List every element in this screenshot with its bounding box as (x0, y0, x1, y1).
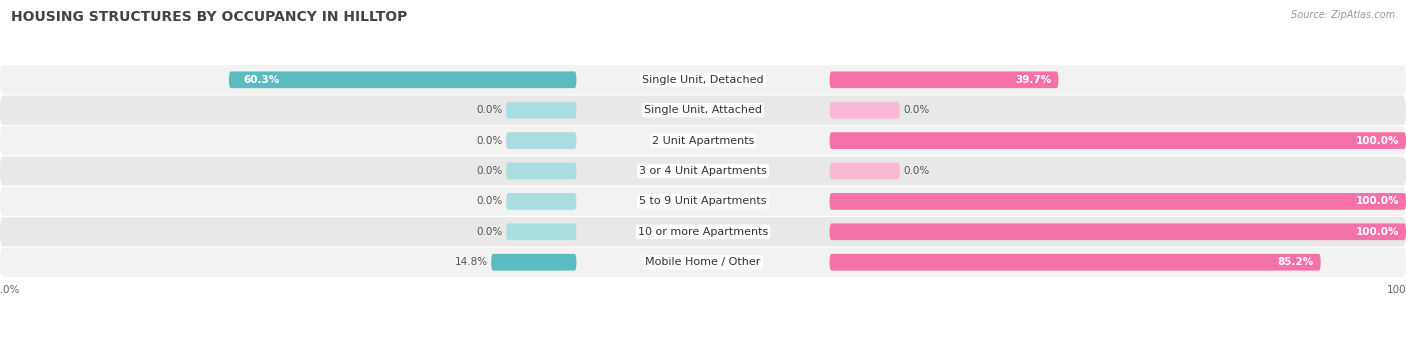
Text: Source: ZipAtlas.com: Source: ZipAtlas.com (1291, 10, 1395, 20)
Text: Single Unit, Attached: Single Unit, Attached (644, 105, 762, 115)
FancyBboxPatch shape (0, 96, 1406, 125)
FancyBboxPatch shape (229, 71, 576, 88)
FancyBboxPatch shape (830, 223, 1406, 240)
FancyBboxPatch shape (506, 193, 576, 210)
Text: 0.0%: 0.0% (477, 196, 503, 207)
FancyBboxPatch shape (830, 163, 900, 179)
Text: HOUSING STRUCTURES BY OCCUPANCY IN HILLTOP: HOUSING STRUCTURES BY OCCUPANCY IN HILLT… (11, 10, 408, 24)
FancyBboxPatch shape (830, 71, 1059, 88)
FancyBboxPatch shape (0, 156, 1406, 186)
FancyBboxPatch shape (506, 163, 576, 179)
Text: 2 Unit Apartments: 2 Unit Apartments (652, 135, 754, 146)
Text: 0.0%: 0.0% (477, 135, 503, 146)
Text: 100.0%: 100.0% (1355, 227, 1399, 237)
FancyBboxPatch shape (830, 193, 1406, 210)
Text: 5 to 9 Unit Apartments: 5 to 9 Unit Apartments (640, 196, 766, 207)
Text: 0.0%: 0.0% (477, 166, 503, 176)
Text: Single Unit, Detached: Single Unit, Detached (643, 75, 763, 85)
FancyBboxPatch shape (830, 102, 900, 119)
Text: 3 or 4 Unit Apartments: 3 or 4 Unit Apartments (640, 166, 766, 176)
Text: 14.8%: 14.8% (454, 257, 488, 267)
Text: 100.0%: 100.0% (1355, 135, 1399, 146)
Text: 0.0%: 0.0% (904, 166, 929, 176)
Text: Mobile Home / Other: Mobile Home / Other (645, 257, 761, 267)
FancyBboxPatch shape (506, 223, 576, 240)
Text: 0.0%: 0.0% (477, 227, 503, 237)
Text: 60.3%: 60.3% (243, 75, 280, 85)
FancyBboxPatch shape (0, 248, 1406, 277)
Text: 100.0%: 100.0% (1355, 196, 1399, 207)
FancyBboxPatch shape (0, 187, 1406, 216)
FancyBboxPatch shape (0, 126, 1406, 155)
Text: 10 or more Apartments: 10 or more Apartments (638, 227, 768, 237)
Text: 85.2%: 85.2% (1278, 257, 1313, 267)
FancyBboxPatch shape (0, 217, 1406, 246)
Text: 0.0%: 0.0% (904, 105, 929, 115)
FancyBboxPatch shape (506, 132, 576, 149)
FancyBboxPatch shape (506, 102, 576, 119)
FancyBboxPatch shape (0, 65, 1406, 94)
FancyBboxPatch shape (830, 132, 1406, 149)
Text: 39.7%: 39.7% (1015, 75, 1052, 85)
Text: 0.0%: 0.0% (477, 105, 503, 115)
FancyBboxPatch shape (491, 254, 576, 271)
FancyBboxPatch shape (830, 254, 1320, 271)
